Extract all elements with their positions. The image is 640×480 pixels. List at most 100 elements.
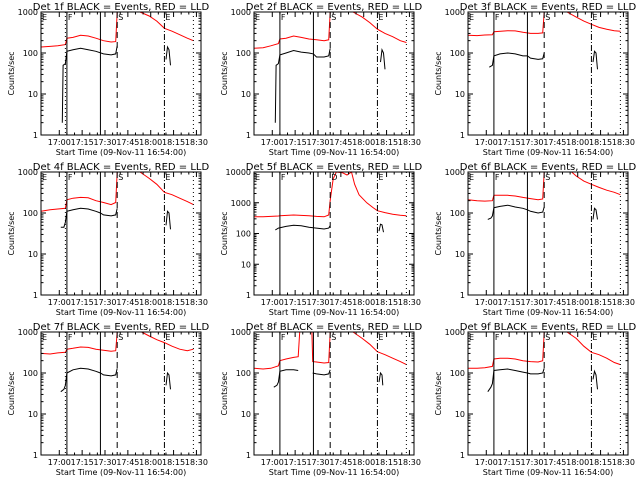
panel-title: Det 2f BLACK = Events, RED = LLD — [246, 2, 423, 13]
lld-series-1 — [566, 331, 621, 366]
y-tick-label: 10 — [28, 410, 38, 419]
panel-title: Det 4f BLACK = Events, RED = LLD — [33, 162, 210, 173]
lld-series-0 — [253, 11, 331, 49]
y-tick-label: 1000 — [445, 168, 465, 177]
x-tick-label: 17:30 — [306, 138, 329, 147]
x-tick-label: 17:15 — [498, 458, 521, 467]
x-tick-label: 17:30 — [520, 458, 543, 467]
x-tick-label: 17:00 — [48, 298, 71, 307]
y-tick-label: 1000 — [231, 328, 251, 337]
marker-label: F — [281, 13, 286, 22]
events-series-2 — [487, 368, 545, 392]
marker-label: E — [378, 333, 383, 342]
x-tick-label: 17:30 — [93, 458, 116, 467]
events-series-3 — [380, 48, 386, 70]
x-tick-label: 18:15 — [375, 298, 398, 307]
y-tick-label: 1000 — [231, 199, 251, 208]
events-series-3 — [165, 45, 171, 66]
y-tick-label: 10 — [455, 90, 465, 99]
marker-label: F — [281, 333, 286, 342]
x-tick-label: 18:15 — [589, 138, 612, 147]
events-series-3 — [165, 371, 171, 390]
plot-frame — [253, 331, 415, 456]
y-axis-label: Counts/sec — [434, 371, 443, 415]
x-tick-label: 18:00 — [352, 458, 375, 467]
marker-label: E — [165, 333, 170, 342]
x-tick-label: 17:15 — [284, 458, 307, 467]
x-tick-label: 17:30 — [93, 298, 116, 307]
x-tick-label: 18:00 — [566, 298, 589, 307]
panel-title: Det 9f BLACK = Events, RED = LLD — [460, 322, 637, 333]
x-tick-label: 18:30 — [398, 138, 421, 147]
x-tick-label: 18:30 — [398, 298, 421, 307]
x-tick-label: 17:45 — [329, 298, 352, 307]
x-tick-label: 17:00 — [48, 138, 71, 147]
x-tick-label: 18:00 — [139, 298, 162, 307]
x-tick-label: 17:15 — [71, 298, 94, 307]
marker-label: E — [255, 13, 260, 22]
x-axis-label: Start Time (09-Nov-11 16:54:00) — [269, 308, 399, 317]
marker-label: S — [118, 333, 123, 342]
x-tick-label: 17:30 — [520, 298, 543, 307]
x-axis-label: Start Time (09-Nov-11 16:54:00) — [56, 468, 186, 477]
x-tick-label: 17:15 — [284, 298, 307, 307]
x-tick-label: 17:00 — [475, 298, 498, 307]
events-series-2 — [489, 52, 545, 68]
x-axis-label: Start Time (09-Nov-11 16:54:00) — [269, 148, 399, 157]
x-tick-label: 17:15 — [498, 138, 521, 147]
x-tick-label: 17:45 — [329, 138, 352, 147]
marker-label: F — [68, 173, 73, 182]
marker-label: E — [469, 333, 474, 342]
y-axis-label: Counts/sec — [434, 51, 443, 95]
y-tick-label: 100 — [450, 49, 465, 58]
x-tick-label: 17:15 — [71, 458, 94, 467]
x-tick-label: 18:00 — [352, 298, 375, 307]
x-tick-label: 18:00 — [352, 138, 375, 147]
marker-label: D — [331, 173, 337, 182]
x-tick-label: 17:30 — [306, 298, 329, 307]
x-tick-label: 17:45 — [116, 138, 139, 147]
marker-label: F — [281, 173, 286, 182]
x-tick-label: 18:15 — [375, 138, 398, 147]
marker-label: S — [331, 333, 336, 342]
x-tick-label: 17:00 — [261, 138, 284, 147]
x-tick-label: 18:30 — [185, 138, 208, 147]
y-tick-label: 1000 — [18, 328, 38, 337]
marker-label: F — [495, 173, 500, 182]
marker-label: E — [255, 173, 260, 182]
x-tick-label: 18:30 — [185, 298, 208, 307]
x-tick-label: 18:15 — [162, 458, 185, 467]
plot-frame — [40, 11, 202, 136]
marker-label: F — [495, 13, 500, 22]
x-tick-label: 17:45 — [543, 458, 566, 467]
y-tick-label: 100 — [23, 369, 38, 378]
x-tick-label: 18:15 — [375, 458, 398, 467]
lld-series-0 — [40, 11, 118, 48]
y-tick-label: 1000 — [18, 8, 38, 17]
x-axis-label: Start Time (09-Nov-11 16:54:00) — [56, 308, 186, 317]
events-series-2 — [378, 223, 384, 233]
plot-frame — [467, 331, 629, 456]
x-tick-label: 18:15 — [589, 298, 612, 307]
y-tick-label: 1000 — [445, 328, 465, 337]
y-tick-label: 10 — [28, 90, 38, 99]
x-tick-label: 17:15 — [284, 138, 307, 147]
y-tick-label: 100 — [23, 49, 38, 58]
panel-title: Det 5f BLACK = Events, RED = LLD — [246, 162, 423, 173]
events-series-5 — [378, 371, 384, 386]
x-tick-label: 18:15 — [162, 298, 185, 307]
y-tick-label: 10 — [241, 90, 251, 99]
plot-frame — [253, 171, 415, 296]
y-tick-label: 1 — [460, 451, 465, 460]
x-axis-label: Start Time (09-Nov-11 16:54:00) — [56, 148, 186, 157]
lld-series-0 — [467, 11, 545, 37]
y-axis-label: Counts/sec — [434, 211, 443, 255]
events-series-3 — [165, 210, 171, 230]
plot-frame — [467, 11, 629, 136]
lld-series-0 — [253, 331, 301, 370]
events-series-2 — [487, 204, 545, 220]
